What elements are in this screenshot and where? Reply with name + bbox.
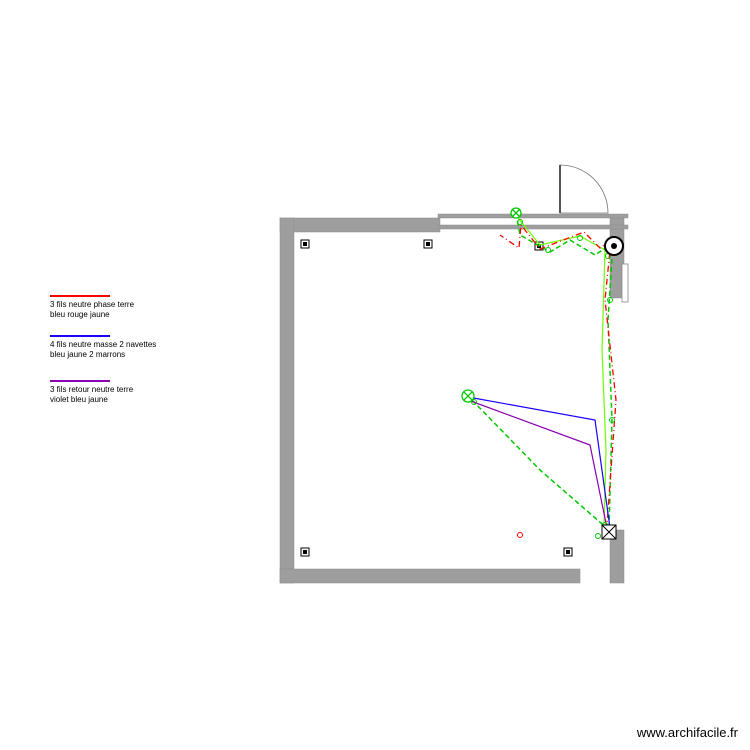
legend-entry: 4 fils neutre masse 2 navettesbleu jaune… [50, 335, 220, 359]
legend-color-line [50, 295, 110, 297]
legend-color-line [50, 380, 110, 382]
legend-entry: 3 fils neutre phase terrebleu rouge jaun… [50, 295, 220, 319]
switch-box-icon [602, 525, 616, 539]
wall [280, 218, 440, 232]
pillar-marker-dot [566, 550, 570, 554]
wire-connector [518, 533, 523, 538]
wire-connector [596, 534, 601, 539]
wall [438, 214, 628, 218]
wire-lime [518, 218, 605, 250]
wire-blue [468, 397, 610, 528]
wall [438, 225, 628, 229]
legend-label: 4 fils neutre masse 2 navettesbleu jaune… [50, 340, 220, 359]
wall [280, 569, 580, 583]
window [622, 264, 628, 302]
legend-label: 3 fils retour neutre terreviolet bleu ja… [50, 385, 220, 404]
wire-violet [468, 400, 607, 528]
pillar-marker-dot [303, 550, 307, 554]
legend-label: 3 fils neutre phase terrebleu rouge jaun… [50, 300, 220, 319]
footer-credit: www.archifacile.fr [637, 725, 738, 740]
door-swing [560, 165, 608, 213]
ceiling-light-icon [511, 208, 521, 218]
ceiling-light-icon [462, 390, 474, 402]
wall-light-icon [605, 237, 623, 255]
pillar-marker-dot [303, 242, 307, 246]
legend-color-line [50, 335, 110, 337]
wire-green [472, 400, 609, 530]
wall [280, 218, 294, 583]
pillar-marker-dot [426, 242, 430, 246]
legend-entry: 3 fils retour neutre terreviolet bleu ja… [50, 380, 220, 404]
